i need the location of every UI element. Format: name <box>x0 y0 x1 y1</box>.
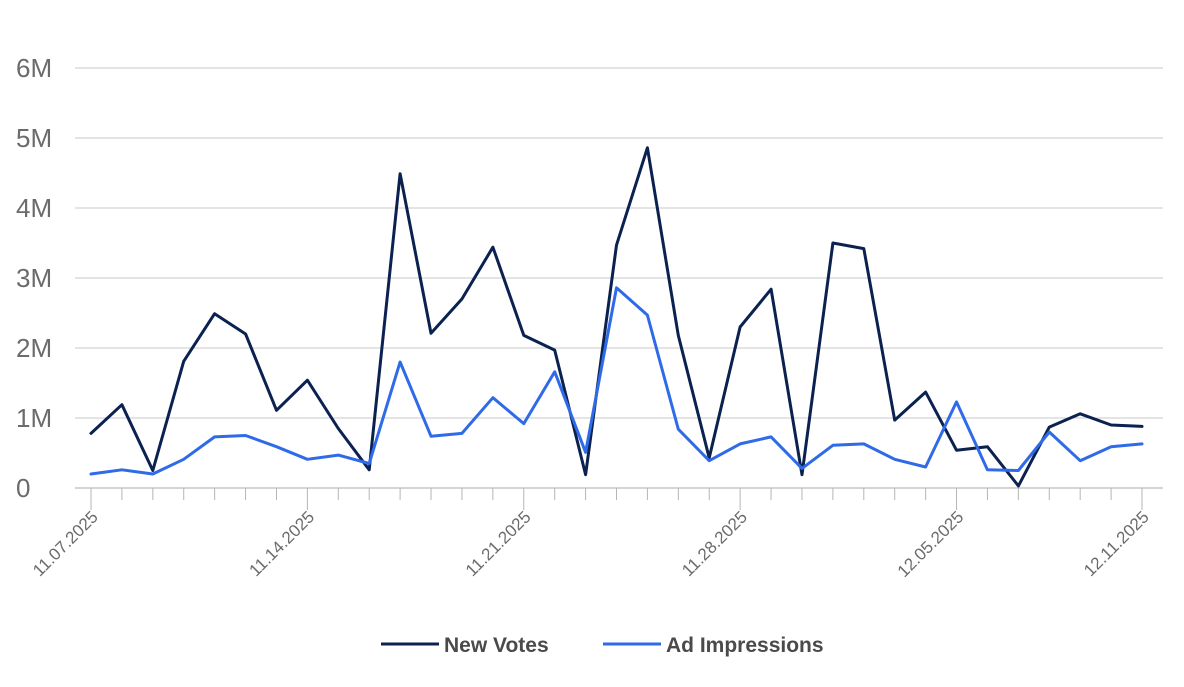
x-tick-label: 12.05.2025 <box>894 507 968 581</box>
gridlines <box>75 67 1163 419</box>
x-tick-label: 11.21.2025 <box>462 507 535 580</box>
y-tick-label: 1M <box>16 403 52 433</box>
series-line-ad-impressions <box>89 286 1144 476</box>
x-tick-label: 11.14.2025 <box>246 507 319 580</box>
y-tick-label: 5M <box>16 123 52 153</box>
series-line-new-votes <box>89 146 1144 488</box>
y-tick-label: 6M <box>16 53 52 83</box>
legend-label-new-votes: New Votes <box>444 634 549 657</box>
series-lines <box>89 146 1144 488</box>
legend: New Votes Ad Impressions <box>381 634 824 657</box>
legend-label-ad-impressions: Ad Impressions <box>666 634 824 657</box>
x-tick-label: 11.28.2025 <box>678 507 751 580</box>
x-tick-label: 11.07.2025 <box>29 507 102 580</box>
y-tick-label: 4M <box>16 193 52 223</box>
x-axis: 11.07.2025 11.14.2025 11.21.2025 11.28.2025… <box>29 487 1163 581</box>
y-tick-label: 2M <box>16 333 52 363</box>
y-axis-ticks: 0 1M 2M 3M 4M 5M 6M <box>16 53 52 503</box>
y-tick-label: 3M <box>16 263 52 293</box>
x-tick-label: 12.11.2025 <box>1080 507 1153 580</box>
y-tick-label: 0 <box>16 473 30 503</box>
